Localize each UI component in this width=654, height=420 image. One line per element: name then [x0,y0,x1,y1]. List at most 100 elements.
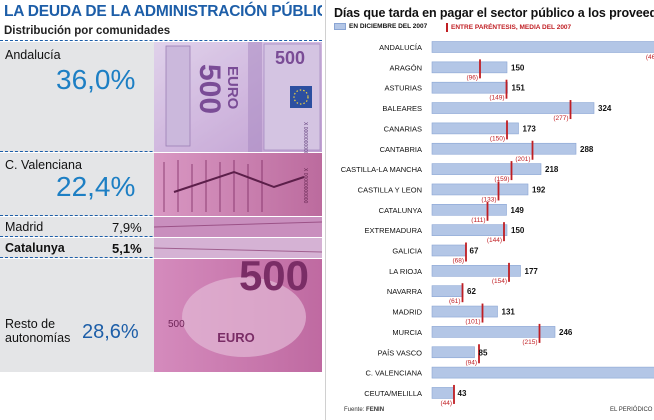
bar-value-label: 150 [511,63,525,72]
category-label: LA RIOJA [389,267,422,276]
marker-mean-label: (150) [490,135,505,142]
legend-bar-label: EN DICIEMBRE DEL 2007 [349,23,428,30]
bar-value-label: 149 [511,206,525,215]
marker-mean-label: (159) [494,176,509,183]
bar-dec-2007 [431,183,529,196]
payment-days-chart: ANDALUCÍA525(462)ARAGÓN150(96)ASTURIAS15… [341,41,654,407]
banknote-value: 500 [193,64,226,114]
source-label: Fuente: [344,407,365,413]
bar-value-label: 324 [598,104,612,113]
bar-value-label: 246 [559,328,573,337]
bar-dec-2007 [431,285,464,298]
eu-flag-icon [290,86,312,108]
footer-brand: EL PERIÓDICO [610,407,653,413]
marker-mean-label: (94) [465,359,477,366]
chart-title: Días que tarda en pagar el sector públic… [334,6,654,20]
category-label: ASTURIAS [384,84,422,93]
legend-marker: ENTRE PARÉNTESIS, MEDIA DEL 2007 [446,23,571,32]
marker-mean-label: (149) [489,95,504,102]
region-name: C. Valenciana [5,158,82,172]
source-value: FENIN [366,407,385,413]
bar-dec-2007 [431,163,542,175]
banknote-unit-back: EURO [217,330,255,345]
banknote-serial-back: X 00000000000 [302,168,308,204]
bar-value-label: 62 [467,287,476,296]
category-label: CATALUNYA [379,206,422,215]
bar-value-label: 173 [523,124,537,133]
bar-dec-2007 [431,326,556,338]
marker-mean-label: (111) [471,217,485,224]
bar-dec-2007 [431,102,595,114]
legend-marker-label: ENTRE PARÉNTESIS, MEDIA DEL 2007 [451,24,572,31]
marker-mean-label: (133) [481,196,496,203]
marker-mean-label: (462) [646,54,654,61]
bar-dec-2007 [431,305,498,318]
bar-value-label: 177 [525,267,539,276]
category-label: BALEARES [382,104,422,113]
marker-mean-label: (201) [515,156,530,163]
bar-value-label: 85 [479,348,488,357]
region-name-line2: autonomías [5,331,71,345]
banknote-strip-madrid [154,217,322,237]
category-label: CANARIAS [384,124,422,133]
bar-dec-2007 [431,366,654,379]
bar-value-label: 43 [458,389,467,398]
legend-bar: EN DICIEMBRE DEL 2007 [334,23,427,30]
banknote-value-side: 500 [168,319,185,330]
bar-dec-2007 [431,61,508,74]
bar-dec-2007 [431,387,454,399]
bar-dec-2007 [431,41,654,53]
banknote-unit: EURO [224,66,241,110]
region-percent: 22,4% [56,171,136,202]
region-percent: 7,9% [112,220,142,235]
bar-value-label: 151 [512,84,526,93]
banknote-serial: X 00000000000 [302,122,308,158]
category-label: CEUTA/MELILLA [364,389,422,398]
category-label: NAVARRA [387,287,422,296]
banknote-back-top [154,153,322,216]
bar-value-label: 288 [580,145,594,154]
category-label: C. VALENCIANA [365,369,422,378]
bar-value-label: 67 [470,247,479,256]
bar-value-label: 218 [545,165,559,174]
marker-mean-label: (68) [452,258,464,265]
category-label: GALICIA [392,247,422,256]
region-name: Andalucía [5,48,61,62]
category-label: ANDALUCÍA [379,43,422,52]
marker-mean-label: (277) [553,115,568,122]
category-label: ARAGÓN [389,63,422,72]
bar-dec-2007 [431,224,508,236]
debt-distribution-panel: LA DEUDA DE LA ADMINISTRACIÓN PÚBLICA Di… [0,0,339,372]
category-label: CANTABRIA [380,145,422,154]
region-name-line1: Resto de [5,317,56,331]
marker-mean-label: (101) [465,319,480,326]
category-label: MURCIA [392,328,422,337]
banknote-illustration: 500 EURO 500 X 00000000000 X 00000000000… [154,42,322,372]
legend-marker-swatch [446,23,448,32]
bar-dec-2007 [431,142,577,155]
bar-dec-2007 [431,81,508,94]
bar-dec-2007 [431,122,519,135]
region-name: Catalunya [5,241,65,255]
title-divider [0,40,322,41]
region-name: Madrid [5,220,44,234]
category-label: EXTREMADURA [364,226,422,235]
banknote-strip-catalunya [154,238,322,258]
bar-dec-2007 [431,346,475,359]
banknote-value-corner: 500 [275,48,305,68]
region-percent: 28,6% [82,321,139,343]
category-label: PAÍS VASCO [378,348,422,357]
bar-dec-2007 [431,204,507,216]
marker-mean-label: (44) [440,400,452,407]
region-percent: 36,0% [56,64,136,95]
category-label: CASTILLA-LA MANCHA [341,165,422,174]
panel-subtitle: Distribución por comunidades [4,25,171,37]
legend-bar-swatch [334,23,346,30]
marker-mean-label: (215) [522,339,537,346]
bar-value-label: 192 [532,185,546,194]
marker-mean-label: (154) [492,278,507,285]
marker-mean-label: (144) [487,237,502,244]
category-label: MADRID [392,308,422,317]
region-percent: 5,1% [112,241,142,256]
footer-source: Fuente: FENIN [344,407,384,413]
